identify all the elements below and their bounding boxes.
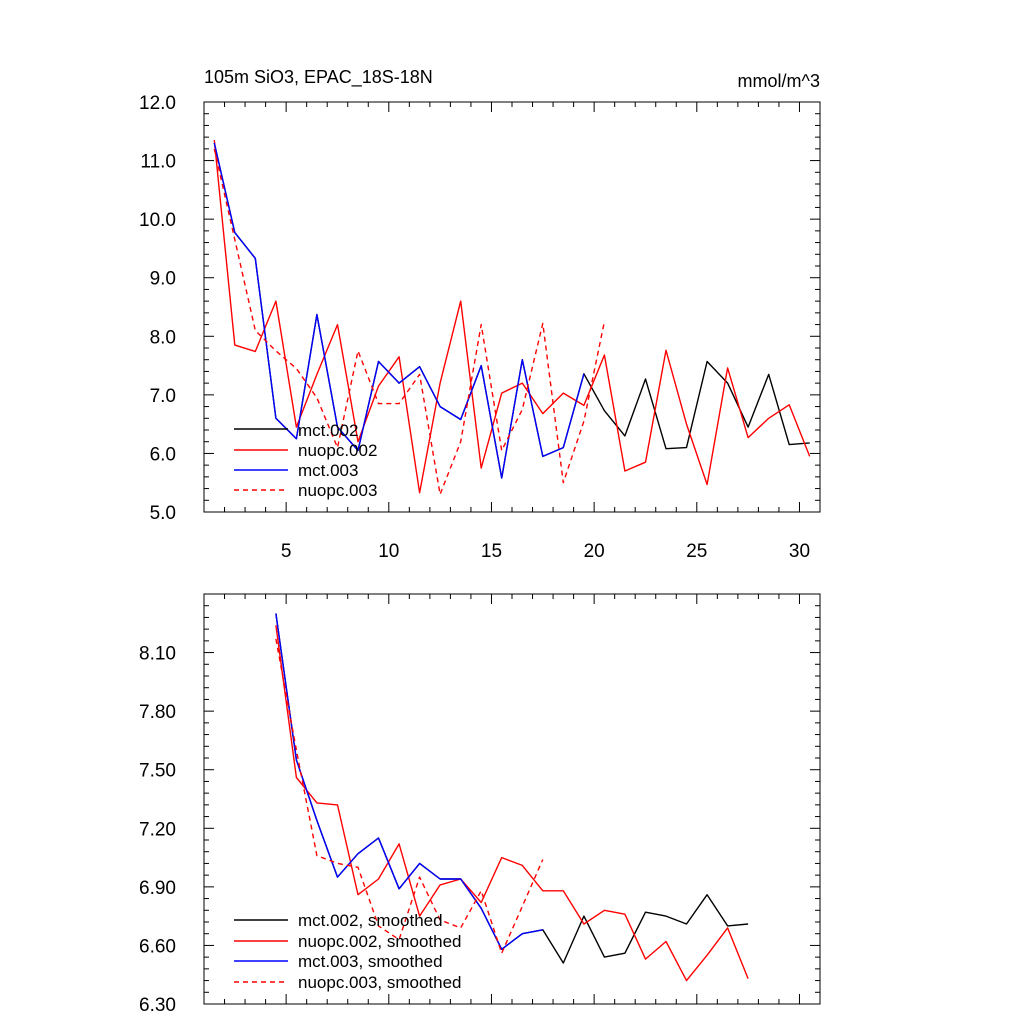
series-line-nuopc-002: [213, 140, 811, 494]
y-tick-label: 10.0: [139, 210, 176, 231]
x-tick-label: 20: [584, 541, 605, 562]
bottom-ticks: [203, 593, 821, 1005]
series-line-mct-003-smoothed: [275, 613, 543, 950]
legend-label-nuopc002-smoothed: nuopc.002, smoothed: [298, 932, 462, 951]
y-tick-label: 9.0: [150, 269, 176, 290]
bottom-series-group: [275, 613, 749, 982]
x-tick-label: 10: [378, 541, 399, 562]
legend-label-nuopc003-smoothed: nuopc.003, smoothed: [298, 973, 462, 992]
x-tick-label: 30: [789, 541, 810, 562]
y-tick-label: 7.20: [139, 819, 176, 840]
y-tick-label: 8.0: [150, 327, 176, 348]
series-line-nuopc-003-smoothed: [275, 638, 544, 954]
chart-title: 105m SiO3, EPAC_18S-18N: [204, 67, 433, 88]
x-tick-label: 25: [686, 541, 707, 562]
x-tick-label: 5: [281, 541, 292, 562]
y-tick-label: 6.60: [139, 936, 176, 957]
series-line-nuopc-002-smoothed: [275, 625, 749, 982]
y-tick-label: 6.90: [139, 878, 176, 899]
bottom-legend: mct.002, smoothed nuopc.002, smoothed mc…: [234, 911, 462, 992]
y-tick-label: 8.10: [139, 644, 176, 665]
chart-units: mmol/m^3: [738, 71, 820, 91]
x-tick-label: 15: [481, 541, 502, 562]
y-tick-label: 7.50: [139, 761, 176, 782]
y-tick-label: 6.0: [150, 444, 176, 465]
legend-label-mct002: mct.002: [298, 421, 358, 440]
y-tick-label: 12.0: [139, 93, 176, 114]
legend-label-mct003-smoothed: mct.003, smoothed: [298, 952, 443, 971]
bottom-plot-frame: [203, 593, 821, 1005]
bottom-panel: 6.30 6.60 6.90 7.20 7.50 7.80 8.10 mct.002, sm…: [139, 593, 821, 1016]
bottom-y-tick-labels: 6.30 6.60 6.90 7.20 7.50 7.80 8.10: [139, 644, 176, 1016]
y-tick-label: 7.0: [150, 386, 176, 407]
series-line-mct-003: [213, 142, 585, 479]
legend-label-nuopc002: nuopc.002: [298, 441, 377, 460]
legend-label-mct002-smoothed: mct.002, smoothed: [298, 911, 443, 930]
y-tick-label: 5.0: [150, 503, 176, 524]
top-panel: 5.06.07.08.09.010.011.012.0 5 10 15 20 25 30 …: [139, 93, 821, 562]
top-plot-frame: [203, 101, 821, 513]
top-ticks: [203, 101, 821, 513]
y-tick-label: 11.0: [140, 152, 176, 173]
top-series-group: [213, 140, 811, 496]
series-line-nuopc-003: [213, 148, 606, 496]
top-x-tick-labels: 5 10 15 20 25 30: [281, 541, 810, 562]
top-legend: mct.002 nuopc.002 mct.003 nuopc.003: [234, 421, 377, 500]
y-tick-label: 7.80: [139, 702, 176, 723]
legend-label-mct003: mct.003: [298, 461, 358, 480]
y-tick-label: 6.30: [139, 995, 176, 1016]
legend-label-nuopc003: nuopc.003: [298, 481, 377, 500]
top-y-tick-labels: 5.0 6.0 7.0 8.0 9.0 10.0 11.0 12.0: [139, 93, 176, 524]
